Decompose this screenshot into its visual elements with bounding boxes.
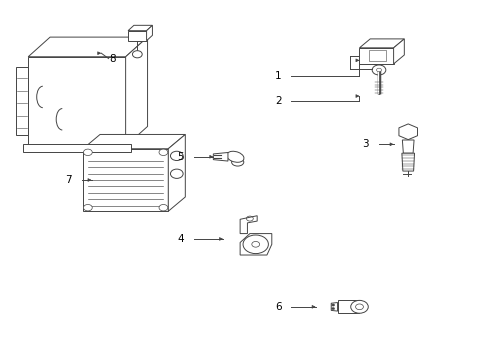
Circle shape [83, 204, 92, 211]
Polygon shape [360, 39, 404, 48]
Circle shape [159, 149, 168, 156]
Polygon shape [168, 134, 185, 211]
Text: 2: 2 [275, 96, 282, 107]
Polygon shape [399, 124, 417, 140]
Polygon shape [83, 149, 168, 211]
Polygon shape [128, 25, 152, 31]
Polygon shape [360, 48, 393, 64]
Circle shape [372, 65, 386, 75]
Text: 8: 8 [109, 54, 116, 64]
Polygon shape [28, 57, 125, 146]
Text: 6: 6 [275, 302, 282, 312]
Polygon shape [147, 25, 152, 41]
Polygon shape [402, 153, 415, 171]
Polygon shape [331, 302, 338, 311]
Polygon shape [393, 39, 404, 64]
Circle shape [159, 204, 168, 211]
Polygon shape [240, 234, 272, 255]
Circle shape [132, 51, 142, 58]
Polygon shape [213, 153, 228, 161]
Circle shape [332, 304, 335, 306]
Circle shape [332, 307, 335, 310]
Circle shape [351, 300, 368, 313]
Text: 7: 7 [65, 175, 72, 185]
Polygon shape [24, 144, 130, 153]
Polygon shape [125, 37, 147, 146]
Circle shape [83, 149, 92, 156]
Ellipse shape [226, 151, 244, 162]
Text: 5: 5 [177, 152, 184, 162]
Circle shape [171, 169, 183, 179]
Polygon shape [83, 134, 185, 149]
Text: 4: 4 [177, 234, 184, 244]
Polygon shape [338, 300, 360, 313]
Polygon shape [240, 216, 257, 234]
Ellipse shape [232, 158, 244, 166]
Text: 1: 1 [275, 71, 282, 81]
Polygon shape [402, 140, 414, 153]
Circle shape [171, 151, 183, 161]
Text: 3: 3 [363, 139, 369, 149]
Polygon shape [128, 31, 147, 41]
Circle shape [243, 235, 269, 253]
Polygon shape [28, 37, 147, 57]
Circle shape [376, 68, 381, 72]
Polygon shape [16, 67, 28, 135]
